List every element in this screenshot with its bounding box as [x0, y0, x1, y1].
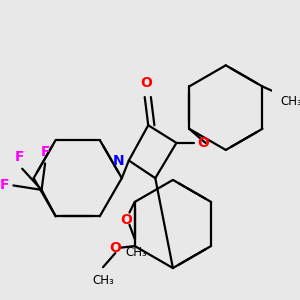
Text: N: N: [112, 154, 124, 168]
Text: CH₃: CH₃: [280, 95, 300, 108]
Text: CH₃: CH₃: [126, 246, 147, 259]
Text: F: F: [0, 178, 9, 193]
Text: O: O: [140, 76, 152, 90]
Text: O: O: [198, 136, 209, 150]
Text: CH₃: CH₃: [92, 274, 114, 287]
Text: F: F: [15, 150, 24, 164]
Text: O: O: [120, 213, 132, 226]
Text: O: O: [110, 241, 121, 255]
Text: F: F: [40, 145, 50, 159]
